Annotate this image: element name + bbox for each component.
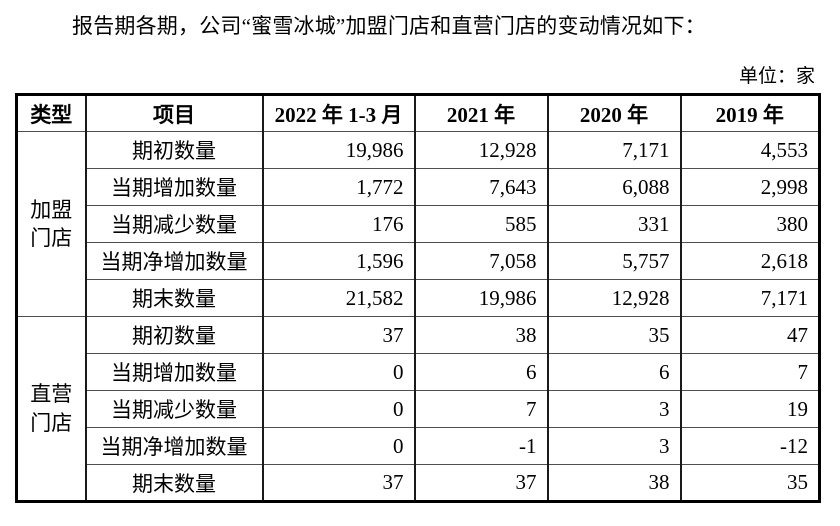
cell-value: 6 — [546, 353, 682, 391]
table-row: 当期净增加数量 1,596 7,058 5,757 2,618 — [17, 242, 821, 280]
group-label: 加盟门店 — [30, 197, 73, 250]
cell-value: 2,618 — [679, 242, 821, 280]
cell-value: 2,998 — [679, 168, 821, 206]
cell-value: 19,986 — [413, 279, 549, 317]
cell-value: 0 — [261, 390, 416, 428]
table-row: 直营门店 期初数量 37 38 35 47 — [15, 316, 821, 502]
column-header-2019: 2019 年 — [679, 94, 821, 132]
cell-value: 37 — [261, 316, 416, 354]
cell-value: 35 — [679, 464, 821, 502]
table-row: 期末数量 37 37 38 35 — [17, 464, 821, 502]
row-label: 当期净增加数量 — [84, 242, 264, 280]
cell-value: 380 — [679, 205, 821, 243]
cell-value: 35 — [546, 316, 682, 354]
cell-value: -1 — [413, 427, 549, 465]
table-row: 当期减少数量 176 585 331 380 — [17, 205, 821, 243]
cell-value: 19,986 — [261, 131, 416, 169]
cell-value: 7,058 — [413, 242, 549, 280]
column-header-2021: 2021 年 — [413, 94, 549, 132]
cell-value: 21,582 — [261, 279, 416, 317]
cell-value: 7,171 — [546, 131, 682, 169]
row-label: 期初数量 — [84, 316, 264, 354]
cell-value: 37 — [261, 464, 416, 502]
table-row: 期末数量 21,582 19,986 12,928 7,171 — [17, 279, 821, 317]
table-row: 加盟门店 期初数量 19,986 12,928 7,171 4,553 — [15, 131, 821, 317]
column-header-2020: 2020 年 — [546, 94, 682, 132]
cell-value: 12,928 — [546, 279, 682, 317]
document-title: 报告期各期，公司“蜜雪冰城”加盟门店和直营门店的变动情况如下： — [72, 14, 706, 38]
row-label: 当期增加数量 — [84, 353, 264, 391]
cell-value: 1,772 — [261, 168, 416, 206]
row-label: 当期减少数量 — [84, 390, 264, 428]
cell-value: 4,553 — [679, 131, 821, 169]
table-header-row: 类型 项目 2022 年 1-3 月 2021 年 2020 年 2019 年 — [15, 94, 821, 132]
cell-value: 0 — [261, 427, 416, 465]
cell-value: 7 — [679, 353, 821, 391]
table-row: 当期增加数量 1,772 7,643 6,088 2,998 — [17, 168, 821, 206]
row-label: 期末数量 — [84, 464, 264, 502]
unit-label: 单位：家 — [738, 66, 815, 87]
cell-value: 1,596 — [261, 242, 416, 280]
column-header-item: 项目 — [84, 94, 264, 132]
cell-value: 585 — [413, 205, 549, 243]
group-label: 直营门店 — [30, 382, 73, 435]
row-label: 期初数量 — [84, 131, 264, 169]
cell-value: 0 — [261, 353, 416, 391]
table-row: 当期增加数量 0 6 6 7 — [17, 353, 821, 391]
group-cell-franchise: 加盟门店 — [15, 131, 87, 317]
cell-value: 38 — [413, 316, 549, 354]
row-label: 当期减少数量 — [84, 205, 264, 243]
cell-value: 7 — [413, 390, 549, 428]
cell-value: 5,757 — [546, 242, 682, 280]
cell-value: 7,643 — [413, 168, 549, 206]
cell-value: 12,928 — [413, 131, 549, 169]
cell-value: 3 — [546, 427, 682, 465]
cell-value: 6 — [413, 353, 549, 391]
cell-value: 3 — [546, 390, 682, 428]
store-change-table: 类型 项目 2022 年 1-3 月 2021 年 2020 年 2019 年 … — [15, 93, 821, 503]
cell-value: -12 — [679, 427, 821, 465]
cell-value: 47 — [679, 316, 821, 354]
row-label: 当期增加数量 — [84, 168, 264, 206]
group-cell-direct: 直营门店 — [15, 316, 87, 502]
cell-value: 6,088 — [546, 168, 682, 206]
cell-value: 176 — [261, 205, 416, 243]
table-row: 当期净增加数量 0 -1 3 -12 — [17, 427, 821, 465]
cell-value: 19 — [679, 390, 821, 428]
column-header-2022q1: 2022 年 1-3 月 — [261, 94, 416, 132]
cell-value: 38 — [546, 464, 682, 502]
table-row: 当期减少数量 0 7 3 19 — [17, 390, 821, 428]
cell-value: 37 — [413, 464, 549, 502]
row-label: 期末数量 — [84, 279, 264, 317]
column-header-type: 类型 — [15, 94, 87, 132]
cell-value: 331 — [546, 205, 682, 243]
cell-value: 7,171 — [679, 279, 821, 317]
row-label: 当期净增加数量 — [84, 427, 264, 465]
